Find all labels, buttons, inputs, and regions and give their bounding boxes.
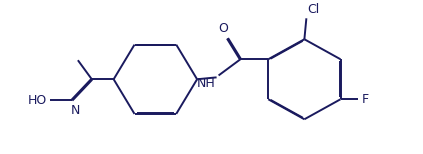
Text: HO: HO [28, 94, 47, 107]
Text: F: F [361, 93, 368, 106]
Text: NH: NH [197, 77, 216, 90]
Text: O: O [219, 22, 228, 35]
Text: Cl: Cl [308, 3, 320, 16]
Text: N: N [71, 104, 81, 117]
